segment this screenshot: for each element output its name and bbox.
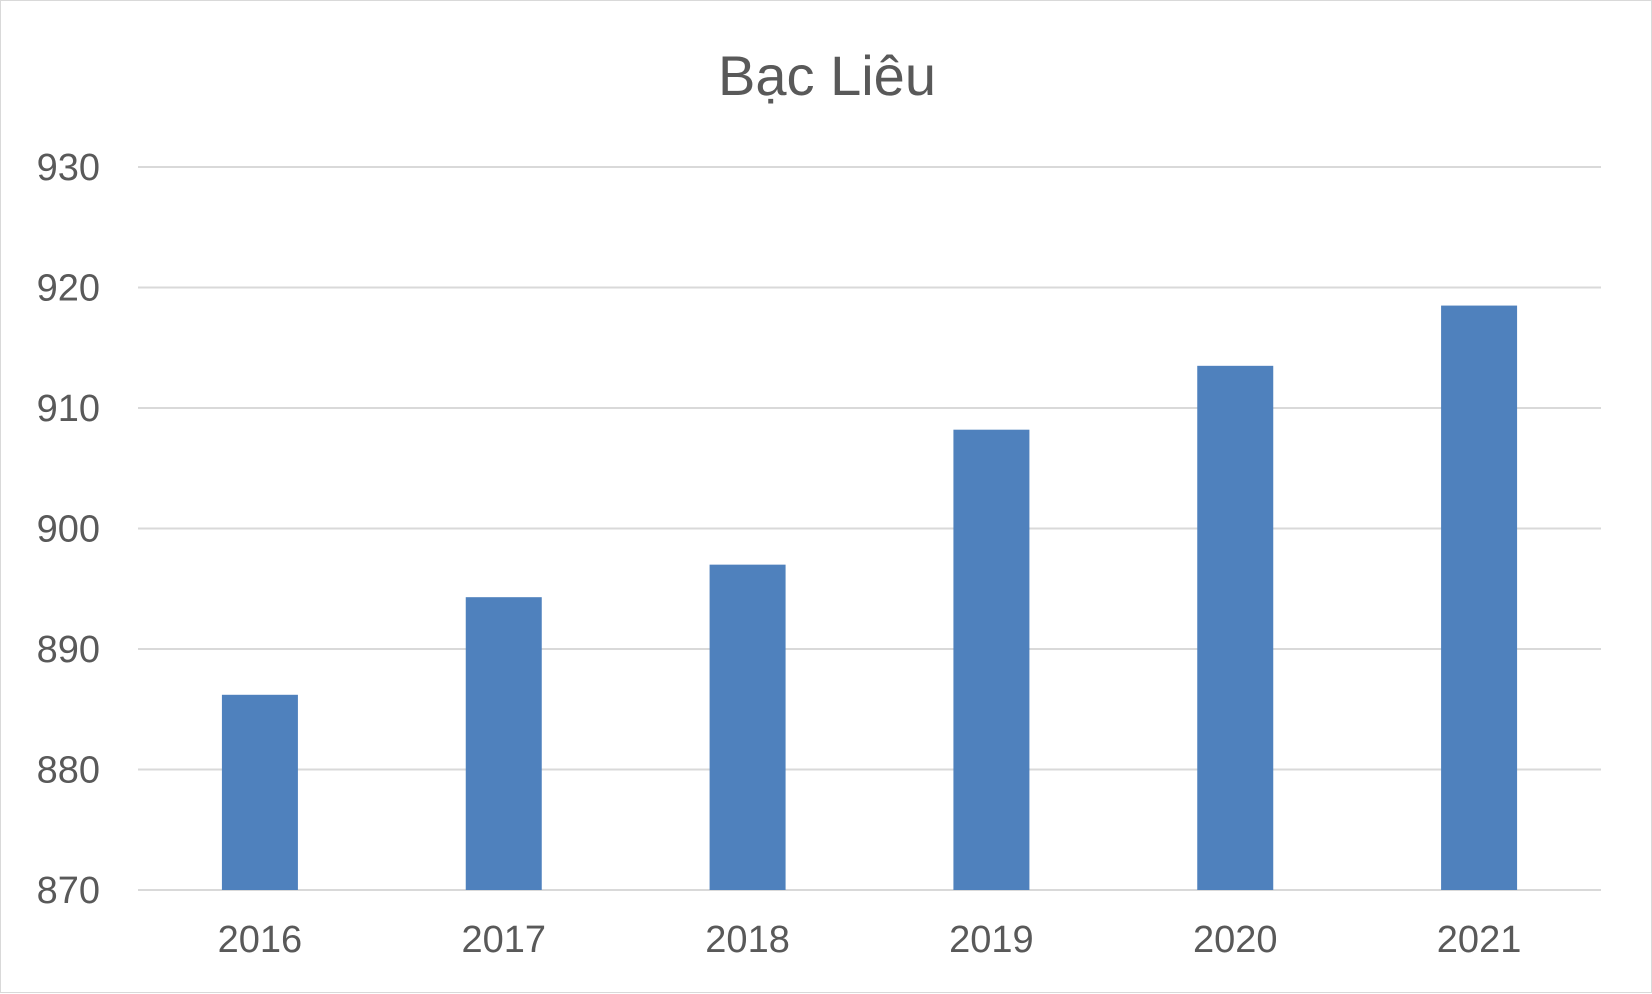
- y-tick-label: 870: [37, 870, 100, 912]
- x-tick-label: 2019: [949, 919, 1034, 961]
- bar-2019: [953, 429, 1030, 890]
- bar-2021: [1441, 305, 1518, 890]
- y-tick-label: 880: [37, 750, 100, 792]
- x-tick-label: 2018: [705, 919, 790, 961]
- bars: [221, 305, 1518, 890]
- x-axis-tick-labels: 2016 2017 2018 2019 2020 2021: [218, 919, 1522, 961]
- bar-2018: [709, 564, 786, 890]
- x-tick-label: 2021: [1437, 919, 1522, 961]
- bar-2016: [221, 694, 298, 890]
- x-tick-label: 2017: [461, 919, 546, 961]
- x-tick-label: 2016: [218, 919, 303, 961]
- y-tick-label: 890: [37, 629, 100, 671]
- y-tick-label: 930: [37, 147, 100, 189]
- x-tick-label: 2020: [1193, 919, 1278, 961]
- gridlines: [138, 166, 1601, 891]
- y-tick-label: 920: [37, 268, 100, 310]
- y-axis-tick-labels: 870 880 890 900 910 920 930: [37, 147, 100, 912]
- bar-2020: [1197, 365, 1274, 890]
- chart-title: Bạc Liêu: [718, 44, 936, 107]
- y-tick-label: 900: [37, 509, 100, 551]
- bar-2017: [465, 597, 542, 890]
- y-tick-label: 910: [37, 388, 100, 430]
